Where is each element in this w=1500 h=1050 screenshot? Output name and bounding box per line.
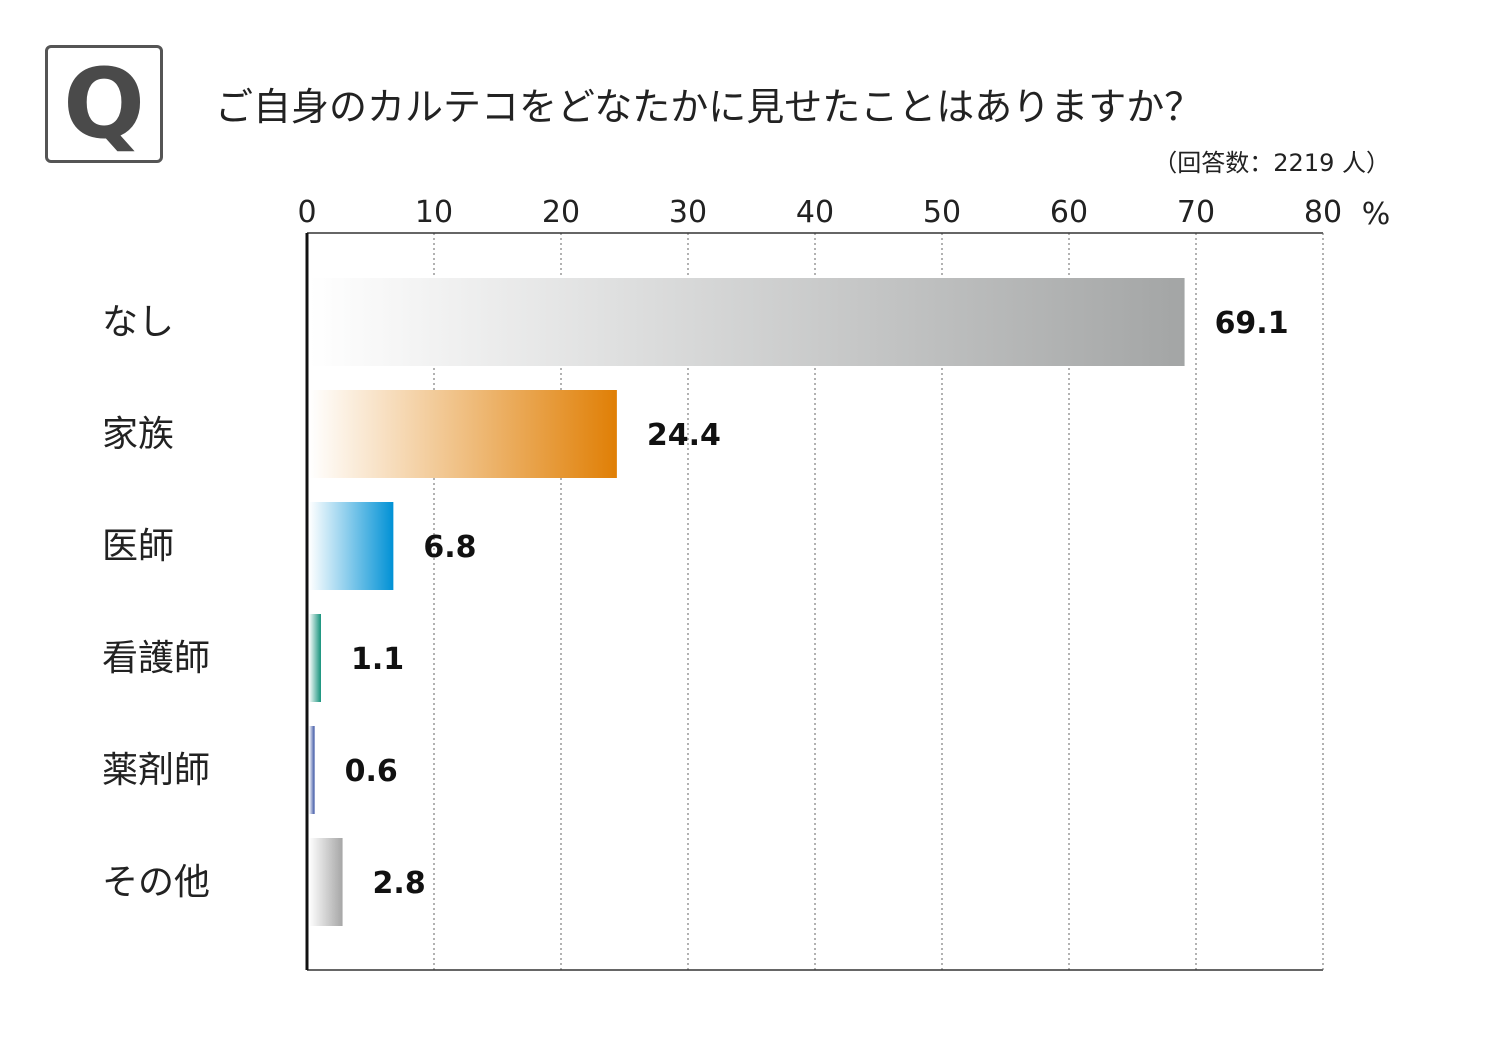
category-label: その他	[102, 862, 210, 903]
category-label: 薬剤師	[102, 750, 210, 791]
question-badge-letter: Q	[63, 48, 145, 160]
value-label: 2.8	[373, 866, 426, 901]
x-tick-label: 50	[923, 195, 961, 230]
category-label: 家族	[102, 414, 174, 455]
x-tick-label: 0	[297, 195, 316, 230]
x-tick-label: 70	[1177, 195, 1215, 230]
bar	[309, 278, 1185, 366]
value-label: 6.8	[423, 530, 476, 565]
category-label: 看護師	[102, 638, 210, 679]
bar	[309, 726, 315, 814]
bar	[309, 390, 617, 478]
value-label: 1.1	[351, 642, 404, 677]
category-label: 医師	[102, 526, 174, 567]
value-label: 24.4	[647, 418, 721, 453]
x-tick-label: 40	[796, 195, 834, 230]
bar	[309, 838, 343, 926]
question-badge: Q	[45, 45, 163, 163]
value-label: 69.1	[1215, 306, 1289, 341]
x-axis-unit: %	[1362, 197, 1391, 232]
x-tick-label: 60	[1050, 195, 1088, 230]
value-label: 0.6	[345, 754, 398, 789]
x-tick-label: 80	[1304, 195, 1342, 230]
x-tick-label: 30	[669, 195, 707, 230]
respondent-count: （回答数：2219 人）	[1153, 149, 1390, 177]
chart-title: ご自身のカルテコをどなたかに見せたことはありますか？	[215, 85, 1203, 129]
bar	[309, 502, 394, 590]
category-label: なし	[102, 302, 174, 343]
bar	[309, 614, 321, 702]
x-tick-label: 10	[415, 195, 453, 230]
x-tick-label: 20	[542, 195, 580, 230]
